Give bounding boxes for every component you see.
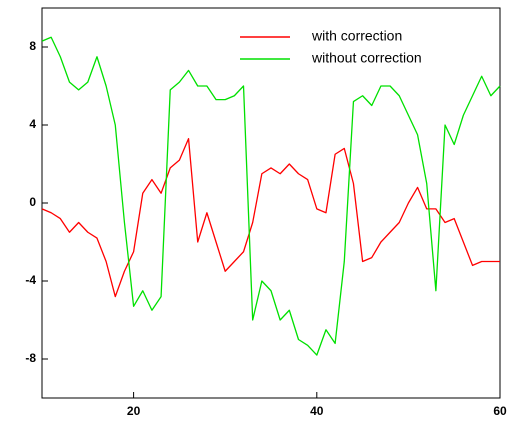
x-tick-label: 20 <box>127 404 141 418</box>
series-line <box>41 36 501 356</box>
y-tick-label: 8 <box>29 39 36 53</box>
x-tick-label: 40 <box>310 404 324 418</box>
series-line <box>41 138 500 298</box>
legend-label: without correction <box>311 50 422 66</box>
plot-frame <box>41 7 501 399</box>
y-tick-label: 0 <box>29 195 36 209</box>
legend-label: with correction <box>311 28 402 44</box>
x-tick-label: 60 <box>493 404 507 418</box>
y-tick-label: 4 <box>29 117 36 131</box>
y-tick-label: -4 <box>25 273 36 287</box>
y-tick-label: -8 <box>25 351 36 365</box>
